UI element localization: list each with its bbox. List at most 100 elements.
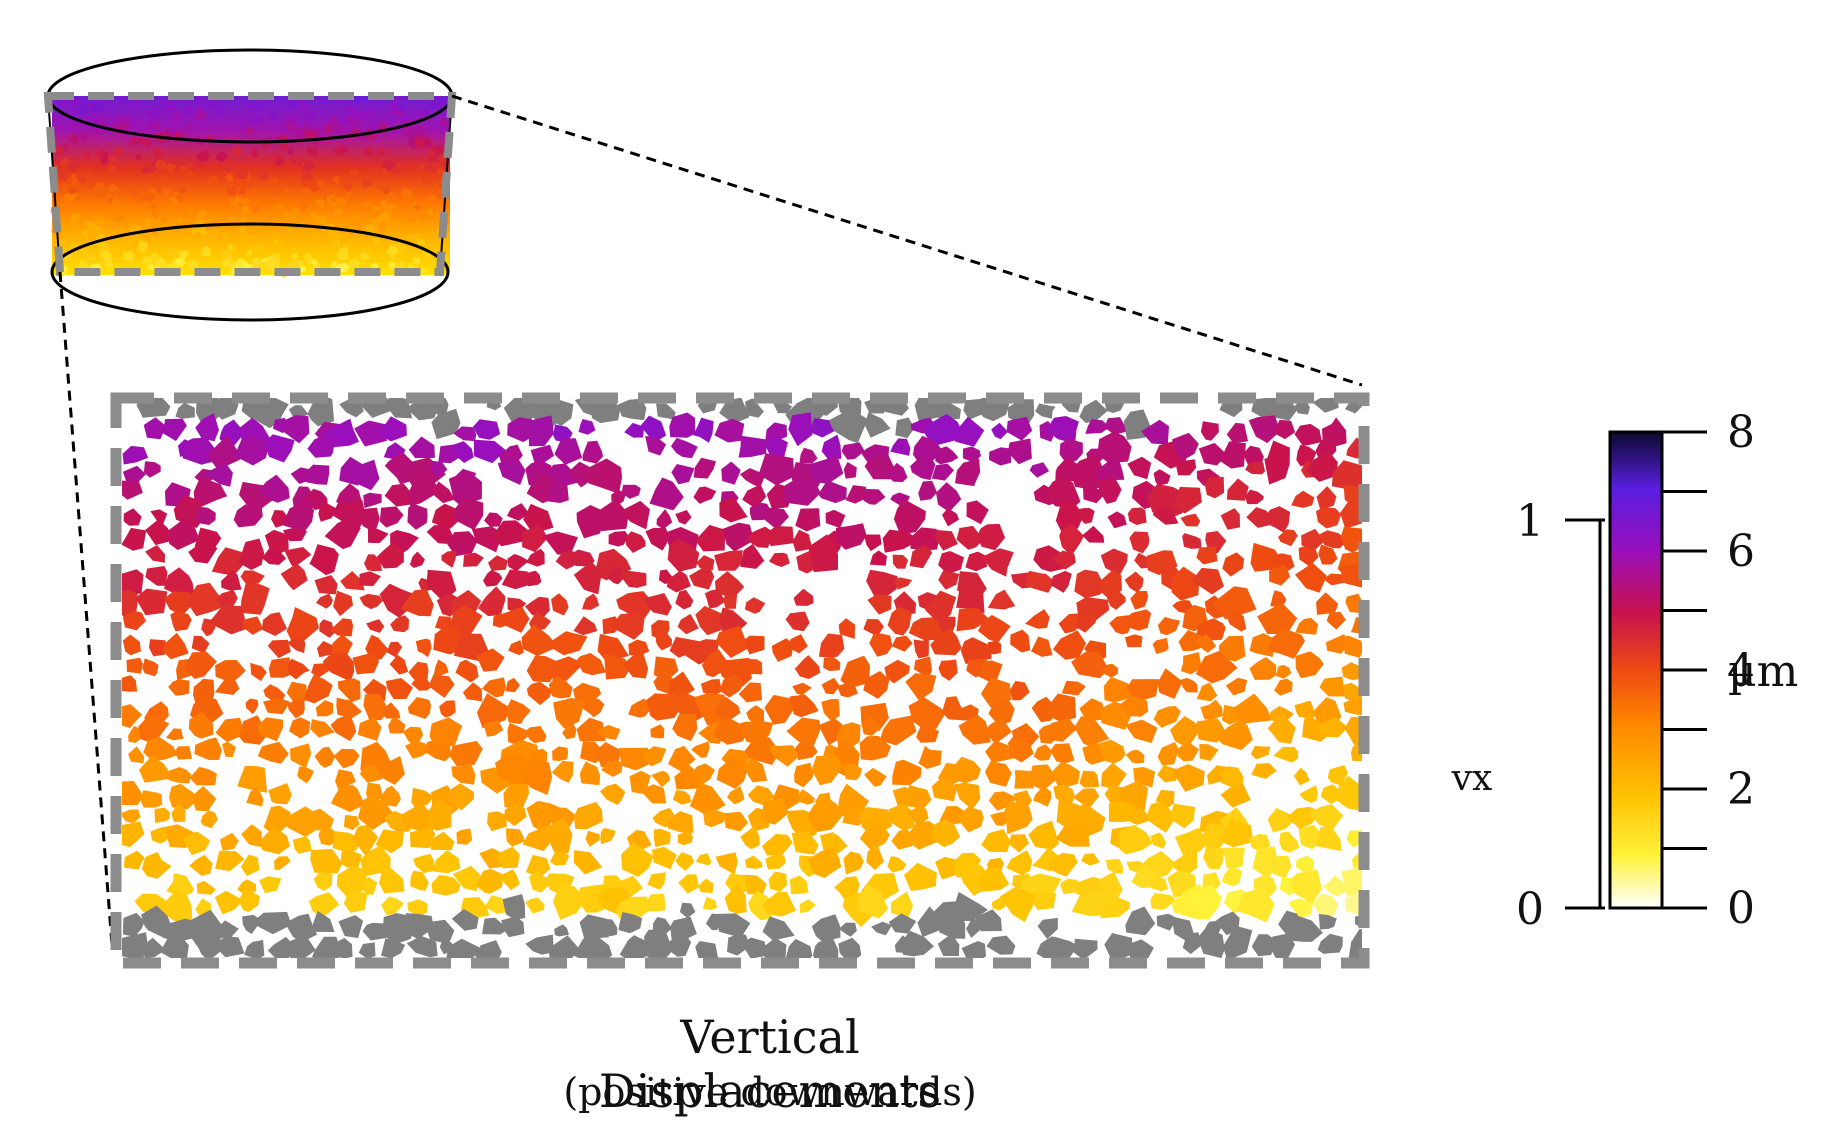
grain bbox=[667, 538, 700, 572]
grain bbox=[122, 932, 148, 958]
cylinder-grain bbox=[312, 263, 321, 273]
slice-grains bbox=[122, 398, 1362, 958]
cylinder-grain bbox=[414, 207, 428, 220]
grain bbox=[913, 656, 932, 679]
grain bbox=[1109, 615, 1134, 635]
grain bbox=[1171, 566, 1200, 601]
grain bbox=[1226, 478, 1249, 501]
grain bbox=[677, 613, 699, 635]
cylinder-grain bbox=[240, 205, 249, 217]
cylinder-grain bbox=[185, 170, 197, 182]
grain bbox=[452, 865, 480, 892]
cylinder-grain bbox=[169, 125, 177, 134]
cylinder-grain bbox=[239, 217, 248, 224]
grain bbox=[765, 853, 786, 870]
cylinder-grain bbox=[329, 195, 339, 203]
grain bbox=[1182, 932, 1203, 955]
cylinder-grain bbox=[273, 203, 287, 214]
grain bbox=[123, 508, 142, 526]
cylinder-grain bbox=[254, 242, 267, 255]
grain bbox=[506, 699, 531, 724]
grain bbox=[410, 870, 429, 891]
grain bbox=[1098, 739, 1126, 764]
grain bbox=[937, 933, 960, 956]
grain bbox=[431, 503, 461, 529]
grain bbox=[1316, 507, 1342, 529]
grain bbox=[306, 808, 334, 833]
grain bbox=[214, 677, 240, 695]
zoom-connectors bbox=[58, 94, 1363, 946]
grain bbox=[794, 655, 821, 679]
grain bbox=[340, 571, 365, 591]
grain bbox=[141, 905, 171, 939]
cylinder-grain bbox=[360, 201, 375, 212]
grain bbox=[140, 790, 163, 808]
grain bbox=[808, 534, 838, 573]
grain bbox=[568, 461, 594, 488]
grain bbox=[1124, 719, 1158, 743]
grain bbox=[762, 916, 795, 941]
grain bbox=[999, 886, 1039, 923]
grain bbox=[918, 480, 938, 501]
grain bbox=[1172, 432, 1199, 461]
grain bbox=[1264, 451, 1290, 485]
cylinder-grain bbox=[381, 167, 388, 175]
grain bbox=[1085, 419, 1110, 434]
cylinder-grain bbox=[161, 102, 172, 112]
grain bbox=[193, 477, 228, 507]
grain bbox=[828, 409, 868, 444]
grain bbox=[123, 850, 145, 870]
grain bbox=[1316, 592, 1339, 615]
grain bbox=[892, 554, 909, 569]
grain bbox=[697, 878, 714, 894]
grain bbox=[1344, 891, 1362, 916]
cylinder-grain bbox=[75, 172, 86, 183]
grain bbox=[385, 398, 413, 419]
grain bbox=[186, 582, 228, 617]
grain bbox=[1157, 668, 1183, 699]
grain bbox=[1127, 609, 1152, 631]
grain bbox=[1294, 700, 1316, 720]
grain bbox=[893, 498, 926, 535]
grain bbox=[189, 854, 213, 876]
grain bbox=[525, 934, 554, 955]
cylinder-grain bbox=[310, 146, 319, 158]
grain bbox=[1346, 437, 1362, 459]
grain bbox=[362, 922, 389, 941]
grain bbox=[908, 697, 945, 731]
grain bbox=[978, 615, 1011, 643]
grain bbox=[405, 913, 434, 940]
grain bbox=[961, 941, 987, 958]
grain bbox=[1108, 801, 1135, 823]
grain bbox=[579, 761, 601, 786]
grain bbox=[789, 875, 809, 895]
grain bbox=[671, 464, 695, 485]
grain bbox=[307, 435, 336, 458]
grain bbox=[240, 581, 270, 615]
cylinder-grain bbox=[140, 255, 152, 265]
grain bbox=[1127, 456, 1152, 480]
grain bbox=[237, 765, 267, 793]
grain bbox=[959, 806, 984, 833]
grain bbox=[643, 784, 667, 804]
grain bbox=[160, 934, 189, 958]
grain bbox=[1251, 934, 1277, 957]
grain bbox=[738, 435, 767, 458]
grain bbox=[621, 484, 641, 499]
grain bbox=[1339, 564, 1362, 588]
grain bbox=[758, 937, 787, 958]
grain bbox=[191, 786, 217, 812]
cylinder-grain bbox=[354, 111, 367, 120]
grain bbox=[451, 909, 479, 931]
grain bbox=[1298, 546, 1319, 566]
grain bbox=[675, 852, 695, 871]
grain bbox=[1299, 785, 1318, 803]
grain bbox=[453, 426, 477, 442]
grain bbox=[135, 588, 168, 616]
grain bbox=[714, 571, 745, 599]
grain bbox=[141, 851, 172, 879]
grain bbox=[473, 439, 506, 464]
cylinder-grain bbox=[244, 103, 253, 111]
grain bbox=[1172, 600, 1193, 614]
grain bbox=[1199, 744, 1219, 761]
